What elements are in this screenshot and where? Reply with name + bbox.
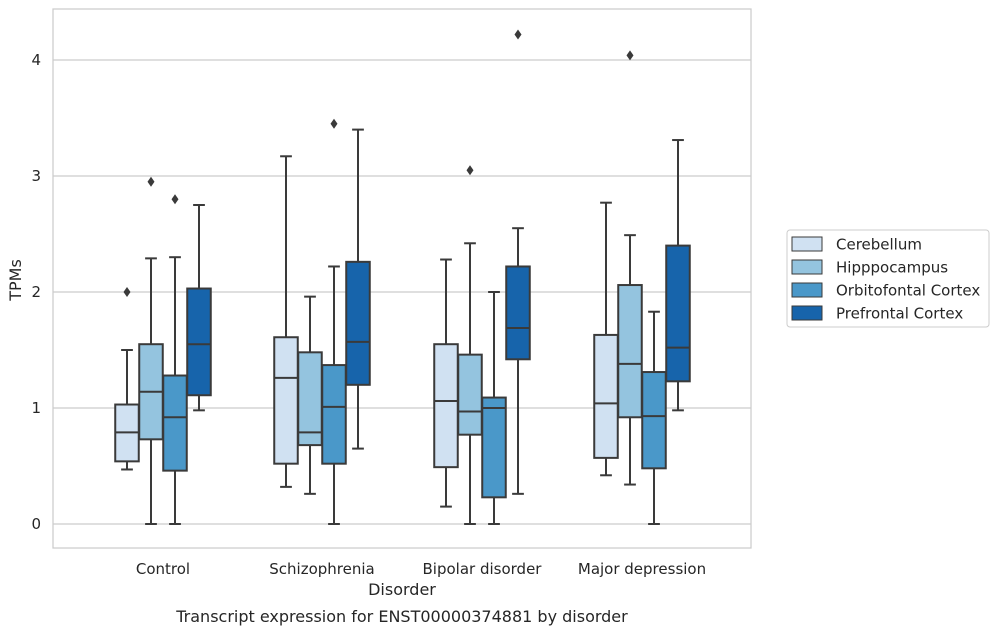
y-tick-label: 3 xyxy=(31,167,41,185)
y-tick-label: 1 xyxy=(31,399,41,417)
plot-area-border xyxy=(52,8,752,549)
box xyxy=(505,265,531,361)
box xyxy=(321,364,347,465)
y-tick-label: 0 xyxy=(31,515,41,533)
x-axis-label: Disorder xyxy=(368,580,436,599)
box xyxy=(665,244,691,383)
outlier-point xyxy=(123,287,131,297)
x-tick-label: Schizophrenia xyxy=(269,560,374,578)
box xyxy=(641,371,667,470)
outlier-point xyxy=(466,165,474,176)
outlier-point xyxy=(171,194,179,205)
box xyxy=(273,336,299,465)
box xyxy=(617,284,643,419)
y-axis-label: TPMs xyxy=(6,259,25,302)
legend-swatch xyxy=(791,236,823,252)
legend: Cerebellum Hipppocampus Orbitofontal Corte… xyxy=(786,229,990,328)
box xyxy=(162,374,188,472)
outlier-point xyxy=(626,50,634,61)
x-tick-label: Control xyxy=(136,560,190,578)
legend-swatch xyxy=(791,282,823,298)
box xyxy=(433,343,459,469)
box-group xyxy=(273,118,371,525)
x-tick-label: Major depression xyxy=(578,560,706,578)
box xyxy=(457,353,483,436)
legend-label: Cerebellum xyxy=(836,236,922,254)
y-tick-labels: 0 1 2 3 4 xyxy=(31,51,41,533)
legend-label: Orbitofontal Cortex xyxy=(836,282,980,300)
box-group xyxy=(593,50,691,525)
box xyxy=(345,260,371,386)
outlier-point xyxy=(514,29,522,40)
box-group xyxy=(114,176,212,525)
box-group xyxy=(433,29,531,525)
y-tick-label: 4 xyxy=(31,51,41,69)
x-tick-labels: Control Schizophrenia Bipolar disorder Majo… xyxy=(136,560,706,578)
outlier-point xyxy=(147,176,155,187)
outlier-point xyxy=(330,118,338,129)
x-tick-label: Bipolar disorder xyxy=(423,560,543,578)
legend-swatch xyxy=(791,305,823,321)
legend-label: Hipppocampus xyxy=(836,259,948,277)
legend-label: Prefrontal Cortex xyxy=(836,305,963,323)
box-groups xyxy=(114,29,691,525)
chart-title: Transcript expression for ENST0000037488… xyxy=(175,607,628,626)
box xyxy=(593,333,619,459)
box xyxy=(297,351,323,447)
legend-swatch xyxy=(791,259,823,275)
y-tick-label: 2 xyxy=(31,283,41,301)
box xyxy=(186,287,212,397)
legend-frame xyxy=(786,229,990,328)
box xyxy=(481,396,507,499)
legend-items: Cerebellum Hipppocampus Orbitofontal Corte… xyxy=(791,236,980,323)
